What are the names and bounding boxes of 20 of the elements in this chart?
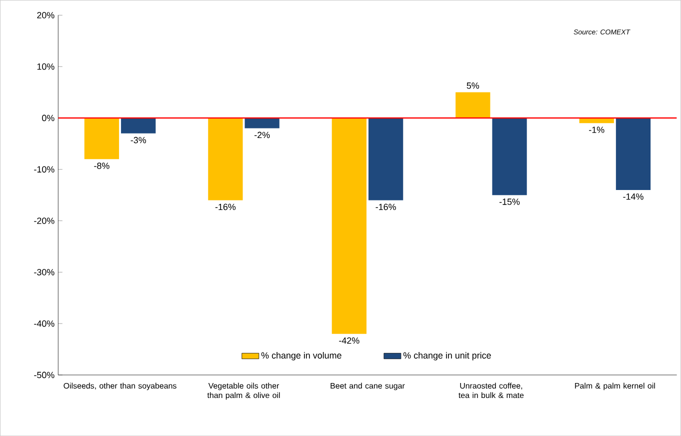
data-label: -8%: [94, 162, 110, 169]
y-tick-label: -40%: [34, 320, 54, 327]
y-tick-label: 20%: [37, 12, 54, 18]
legend-label: % change in unit price: [403, 352, 491, 360]
data-label: -2%: [254, 132, 270, 138]
y-tick-label: -20%: [34, 218, 54, 224]
y-tick-label: -30%: [34, 268, 54, 276]
data-label: 5%: [466, 82, 480, 89]
y-tick-label: 0%: [42, 114, 54, 122]
legend-label: % change in volume: [261, 352, 342, 360]
y-tick-label: -50%: [34, 372, 54, 378]
data-label: -14%: [623, 193, 644, 200]
data-label: -15%: [499, 198, 520, 205]
data-label: -1%: [589, 126, 604, 133]
data-label: -16%: [376, 204, 396, 210]
y-tick-label: -10%: [34, 166, 54, 173]
data-label: -3%: [130, 136, 146, 144]
data-label: -16%: [215, 204, 236, 210]
y-tick-label: 10%: [37, 63, 54, 70]
data-label: -42%: [339, 337, 360, 344]
